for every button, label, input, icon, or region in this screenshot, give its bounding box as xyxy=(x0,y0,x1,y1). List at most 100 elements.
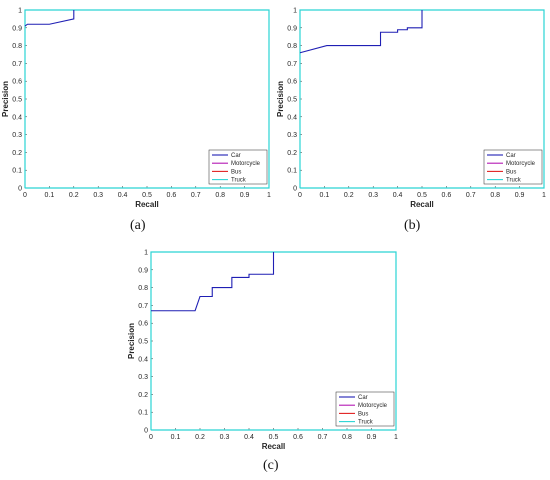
series-line-truck xyxy=(150,251,397,431)
y-tick-label: 0.2 xyxy=(287,150,297,157)
chart-a: 0 0.1 0.2 0.3 0.4 0.5 0.6 0.7 0.8 0.9 1 0 0.1 0.2 0.3 0… xyxy=(1,8,271,210)
x-tick-label: 0.4 xyxy=(244,434,254,441)
legend-label-truck: Truck xyxy=(358,420,374,426)
caption-a-text: (a) xyxy=(130,218,146,233)
x-tick-label: 0.9 xyxy=(515,192,525,199)
y-tick-label: 0.2 xyxy=(138,392,148,399)
legend-box xyxy=(483,149,543,185)
legend-label-motorcycle: Motorcycle xyxy=(506,161,536,167)
y-tick-label: 0.4 xyxy=(12,114,22,121)
y-tick-label: 0.5 xyxy=(138,339,148,346)
y-tick-label: 0.4 xyxy=(287,114,297,121)
caption-c: (c) xyxy=(263,458,279,474)
x-tick-label: 0.6 xyxy=(167,192,177,199)
x-tick-label: 0.3 xyxy=(368,192,378,199)
x-tick-label: 0.5 xyxy=(269,434,279,441)
caption-a: (a) xyxy=(130,218,146,234)
legend-label-bus: Bus xyxy=(231,169,241,175)
legend-label-bus: Bus xyxy=(358,411,368,417)
legend-label-motorcycle: Motorcycle xyxy=(358,403,388,409)
legend-box xyxy=(335,391,395,427)
series-line-truck xyxy=(24,9,270,189)
y-axis-label: Precision xyxy=(276,81,285,117)
y-tick-label: 0.6 xyxy=(12,79,22,86)
series-line-truck xyxy=(299,9,545,189)
y-tick-label: 0.9 xyxy=(138,267,148,274)
x-tick-label: 0 xyxy=(23,192,27,199)
y-tick-label: 0 xyxy=(293,186,297,193)
y-tick-label: 0.1 xyxy=(12,168,22,175)
caption-b-text: (b) xyxy=(404,218,421,233)
x-tick-label: 0 xyxy=(149,434,153,441)
chart-b: 0 0.1 0.2 0.3 0.4 0.5 0.6 0.7 0.8 0.9 1 0 0.1 0.2 0.3 0… xyxy=(276,8,546,210)
legend-label-motorcycle: Motorcycle xyxy=(231,161,261,167)
y-tick-label: 0 xyxy=(18,186,22,193)
x-tick-label: 1 xyxy=(267,192,271,199)
legend-label-truck: Truck xyxy=(231,178,247,184)
x-tick-label: 0.1 xyxy=(320,192,330,199)
x-tick-label: 0.2 xyxy=(344,192,354,199)
y-tick-label: 0.3 xyxy=(138,374,148,381)
x-tick-label: 0.3 xyxy=(220,434,230,441)
x-tick-label: 0.9 xyxy=(367,434,377,441)
legend-label-car: Car xyxy=(506,153,516,159)
series-line-car xyxy=(299,10,423,54)
x-tick-label: 0.8 xyxy=(342,434,352,441)
y-tick-label: 0 xyxy=(144,428,148,435)
x-tick-label: 0.5 xyxy=(417,192,427,199)
y-tick-label: 0.1 xyxy=(287,168,297,175)
y-tick-label: 0.6 xyxy=(287,79,297,86)
x-tick-label: 0.2 xyxy=(69,192,79,199)
y-tick-label: 0.9 xyxy=(12,25,22,32)
x-tick-label: 1 xyxy=(394,434,398,441)
y-tick-label: 0.5 xyxy=(287,97,297,104)
x-tick-label: 0.1 xyxy=(171,434,181,441)
y-tick-label: 0.8 xyxy=(287,43,297,50)
x-tick-label: 0.1 xyxy=(45,192,55,199)
y-tick-label: 0.6 xyxy=(138,321,148,328)
y-tick-label: 0.7 xyxy=(12,61,22,68)
y-tick-label: 0.3 xyxy=(287,132,297,139)
x-tick-label: 0 xyxy=(298,192,302,199)
x-tick-label: 0.4 xyxy=(118,192,128,199)
y-tick-label: 0.2 xyxy=(12,150,22,157)
series-line-car xyxy=(24,10,75,27)
chart-c: 0 0.1 0.2 0.3 0.4 0.5 0.6 0.7 0.8 0.9 1 0 0.1 0.2 0.3 0… xyxy=(127,250,398,452)
x-tick-label: 0.9 xyxy=(240,192,250,199)
x-tick-label: 0.2 xyxy=(195,434,205,441)
legend: Car Motorcycle Bus Truck xyxy=(208,149,268,185)
y-axis-label: Precision xyxy=(1,81,10,117)
y-tick-label: 1 xyxy=(18,8,22,15)
legend-label-car: Car xyxy=(358,395,368,401)
y-tick-label: 0.7 xyxy=(138,303,148,310)
x-tick-label: 1 xyxy=(542,192,546,199)
x-tick-label: 0.3 xyxy=(93,192,103,199)
x-tick-label: 0.7 xyxy=(318,434,328,441)
caption-c-text: (c) xyxy=(263,458,279,473)
y-tick-label: 1 xyxy=(144,250,148,257)
y-tick-label: 0.1 xyxy=(138,410,148,417)
x-axis-label: Recall xyxy=(262,442,286,451)
y-tick-label: 1 xyxy=(293,8,297,15)
x-tick-label: 0.8 xyxy=(490,192,500,199)
legend-label-bus: Bus xyxy=(506,169,516,175)
y-tick-label: 0.8 xyxy=(12,43,22,50)
legend: Car Motorcycle Bus Truck xyxy=(335,391,395,427)
x-axis-label: Recall xyxy=(410,200,434,209)
x-tick-label: 0.8 xyxy=(215,192,225,199)
y-tick-label: 0.4 xyxy=(138,356,148,363)
legend-label-truck: Truck xyxy=(506,178,522,184)
x-tick-label: 0.4 xyxy=(393,192,403,199)
legend-label-car: Car xyxy=(231,153,241,159)
caption-b: (b) xyxy=(404,218,420,234)
y-tick-label: 0.3 xyxy=(12,132,22,139)
x-tick-label: 0.7 xyxy=(191,192,201,199)
x-tick-label: 0.7 xyxy=(466,192,476,199)
series-line-car xyxy=(151,252,275,312)
x-tick-label: 0.6 xyxy=(293,434,303,441)
y-tick-label: 0.9 xyxy=(287,25,297,32)
y-axis-label: Precision xyxy=(127,323,136,359)
y-tick-label: 0.5 xyxy=(12,97,22,104)
x-tick-label: 0.6 xyxy=(442,192,452,199)
